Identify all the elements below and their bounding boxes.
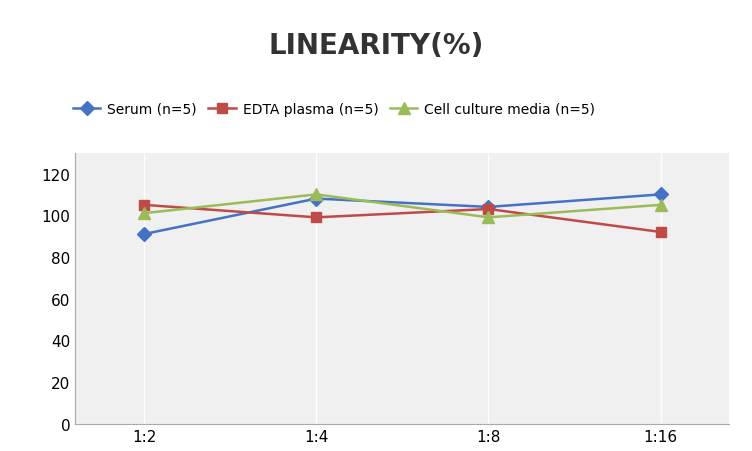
Line: Cell culture media (n=5): Cell culture media (n=5): [138, 189, 666, 223]
Legend: Serum (n=5), EDTA plasma (n=5), Cell culture media (n=5): Serum (n=5), EDTA plasma (n=5), Cell cul…: [67, 97, 601, 122]
EDTA plasma (n=5): [656, 230, 665, 235]
Text: LINEARITY(%): LINEARITY(%): [268, 32, 484, 60]
Serum (n=5): [312, 197, 321, 202]
Serum (n=5): [484, 205, 493, 210]
EDTA plasma (n=5): [484, 207, 493, 212]
EDTA plasma (n=5): [140, 202, 149, 208]
Serum (n=5): [140, 232, 149, 237]
Serum (n=5): [656, 192, 665, 198]
Cell culture media (n=5): [656, 202, 665, 208]
Line: EDTA plasma (n=5): EDTA plasma (n=5): [139, 201, 666, 237]
Line: Serum (n=5): Serum (n=5): [139, 190, 666, 239]
Cell culture media (n=5): [140, 211, 149, 216]
Cell culture media (n=5): [484, 215, 493, 221]
Cell culture media (n=5): [312, 192, 321, 198]
EDTA plasma (n=5): [312, 215, 321, 221]
